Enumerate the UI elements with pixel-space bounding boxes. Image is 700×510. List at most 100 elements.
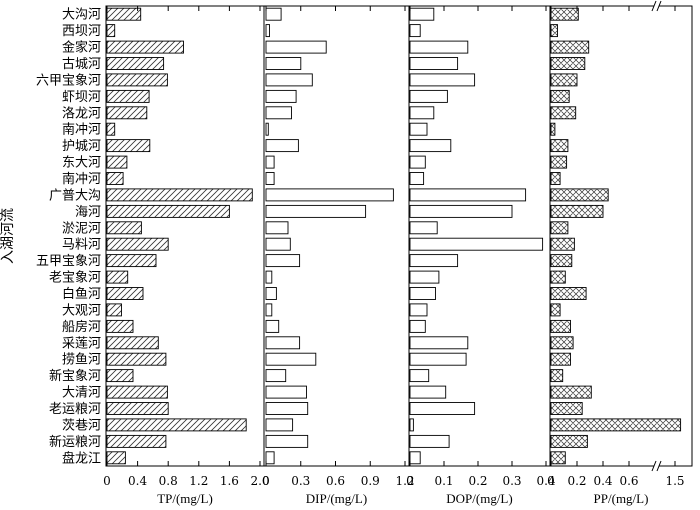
bar (409, 418, 414, 432)
category-label: 古城河 (62, 57, 101, 72)
x-tick-label: 1.2 (189, 474, 208, 488)
bar (409, 237, 544, 251)
bar (550, 237, 575, 251)
bar (550, 336, 574, 350)
bar (409, 254, 459, 268)
bar (106, 24, 116, 38)
bar (265, 287, 277, 300)
bar (550, 369, 564, 383)
bar (265, 73, 313, 87)
bar (265, 204, 367, 218)
bar (106, 89, 150, 103)
bar (550, 106, 577, 120)
axis-break-mark (651, 0, 657, 12)
bar (409, 336, 469, 350)
category-label: 西坝河 (62, 24, 101, 39)
axis-break-mark (656, 0, 662, 12)
bar (409, 352, 467, 366)
bar (550, 188, 609, 202)
bar (409, 106, 435, 120)
category-label: 南冲河 (62, 122, 101, 138)
bar (409, 57, 459, 70)
bar (106, 402, 169, 415)
category-label: 新宝象河 (49, 368, 101, 384)
bar (409, 155, 426, 169)
bar (409, 89, 448, 103)
x-tick-label: 0.2 (468, 474, 487, 488)
x-tick-label: 0 (262, 474, 270, 488)
bar (106, 451, 126, 465)
panel-dop: 0 0.1 0.2 0.3 0.4 DOP/(mg/L) (406, 5, 556, 506)
category-label: 盘龙江 (62, 450, 101, 466)
bar (265, 106, 292, 120)
x-tick-label: 0.4 (536, 474, 555, 488)
bar (265, 24, 270, 38)
x-tick-label: 0.9 (361, 474, 380, 488)
x-axis-title: DOP/(mg/L) (446, 491, 512, 506)
bar (106, 254, 157, 268)
bar (409, 24, 421, 38)
category-label: 捞鱼河 (62, 352, 101, 368)
x-tick-label: 0.6 (326, 474, 345, 488)
category-label: 淤泥河 (62, 221, 101, 236)
axis-break-gap (654, 459, 659, 473)
bar (550, 352, 571, 366)
bar (409, 369, 430, 383)
category-label: 东大河 (62, 156, 101, 171)
bar (550, 270, 566, 284)
x-axis-title: TP/(mg/L) (157, 491, 213, 506)
bar (409, 139, 452, 153)
bar (106, 352, 167, 366)
bar (265, 385, 307, 399)
bar (265, 7, 282, 21)
bar (550, 89, 570, 103)
x-tick-label: 0.3 (502, 474, 521, 488)
bar (550, 254, 573, 268)
category-label: 白鱼河 (62, 286, 101, 302)
bar (550, 155, 568, 169)
category-label: 海河 (75, 205, 101, 220)
axis-break-gap (654, 0, 659, 13)
bar (265, 237, 291, 251)
bar (550, 303, 561, 317)
axis-break-mark (651, 460, 657, 472)
bar (106, 7, 142, 21)
bar (265, 369, 287, 383)
bar (106, 188, 253, 202)
bar (106, 303, 122, 317)
category-label: 茨巷河 (62, 418, 101, 433)
bar (409, 40, 469, 54)
bar (550, 122, 556, 136)
category-label: 大清河 (62, 386, 101, 401)
y-axis-title: 入湖河流 (0, 208, 16, 264)
bar (409, 385, 447, 399)
category-label: 六甲宝象河 (36, 73, 101, 88)
x-tick-label: 0 (406, 474, 414, 488)
bar (106, 57, 165, 70)
x-tick-label: 0.6 (619, 474, 638, 488)
bar (106, 434, 167, 448)
bar (265, 418, 294, 432)
bar (409, 303, 428, 317)
x-tick-label: 0.1 (434, 474, 453, 488)
bar (409, 73, 476, 87)
bar (550, 172, 561, 185)
bar (550, 73, 578, 87)
x-axis-title: PP/(mg/L) (594, 491, 649, 506)
bar (265, 122, 269, 136)
category-label: 金家河 (62, 40, 101, 56)
bar (550, 402, 583, 415)
bar (106, 336, 159, 350)
bar (106, 319, 134, 333)
x-tick-label: 0 (103, 474, 111, 488)
bar (265, 270, 273, 284)
bar (409, 7, 435, 21)
bar (550, 319, 571, 333)
bar (265, 155, 275, 169)
bar (265, 352, 317, 366)
x-tick-label: 1.6 (220, 474, 239, 488)
x-tick-label: 1.5 (665, 474, 684, 488)
bar (550, 57, 586, 70)
bar (550, 40, 590, 54)
